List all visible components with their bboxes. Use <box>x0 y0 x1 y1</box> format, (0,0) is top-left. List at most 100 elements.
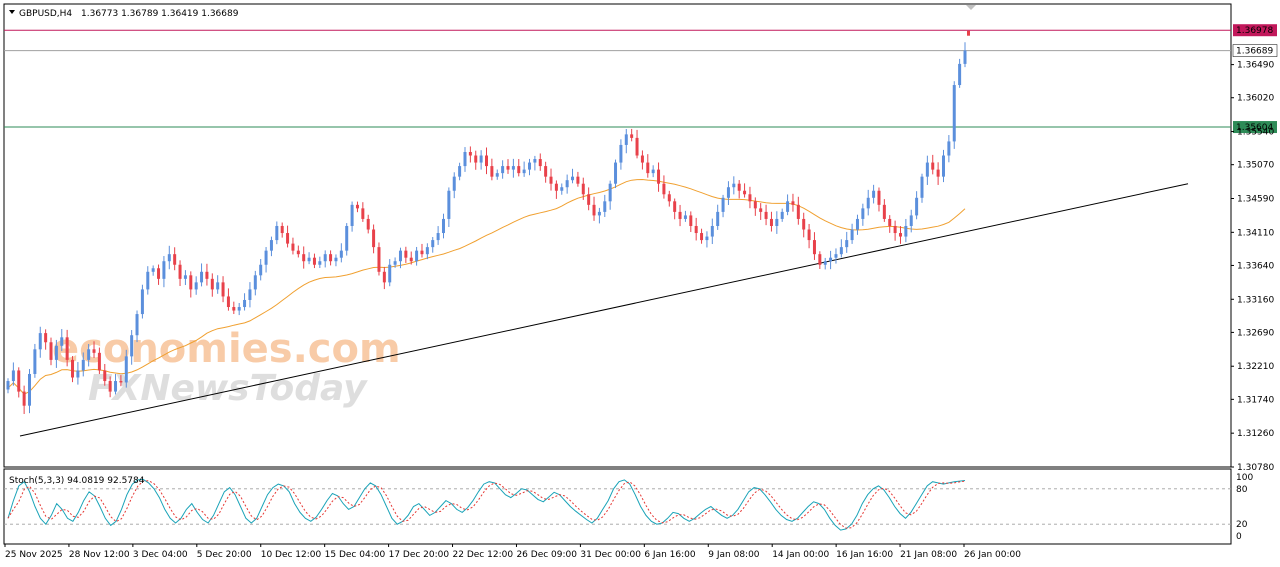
price-tick-label: 1.32690 <box>1237 328 1274 338</box>
time-tick-label: 14 Jan 00:00 <box>772 550 829 560</box>
candle-body <box>963 50 967 64</box>
candle-body <box>597 211 601 216</box>
candle-body <box>700 233 704 241</box>
candle-body <box>710 225 714 237</box>
price-label: 1.35604 <box>1236 123 1273 133</box>
candle-body <box>119 381 123 383</box>
candle-body <box>200 271 204 283</box>
candle-body <box>839 247 843 255</box>
candle-body <box>683 215 687 219</box>
stoch-signal-line <box>7 480 966 529</box>
stoch-tick-label: 0 <box>1236 532 1242 542</box>
candle-body <box>893 225 897 234</box>
stoch-level-label: 20 <box>1236 520 1248 530</box>
ohlc-label: 1.36773 1.36789 1.36419 1.36689 <box>81 9 239 19</box>
price-tick-label: 1.34590 <box>1237 195 1274 205</box>
candle-body <box>721 197 725 212</box>
candle-body <box>372 229 376 248</box>
candle-body <box>485 155 488 167</box>
candle-body <box>312 257 316 265</box>
candle-body <box>753 201 757 209</box>
candle-body <box>855 218 859 230</box>
candle-body <box>71 359 75 378</box>
price-tick-label: 1.32210 <box>1237 362 1274 372</box>
candle-body <box>22 391 26 406</box>
candle-body <box>350 204 354 226</box>
candle-body <box>345 225 349 251</box>
candle-body <box>904 225 908 237</box>
candle-body <box>210 278 214 290</box>
candle-body <box>635 137 639 156</box>
candle-body <box>877 190 881 205</box>
candle-body <box>216 282 220 290</box>
candle-body <box>286 233 290 244</box>
candle-body <box>436 233 440 241</box>
stochastic: 80 20 100 0 <box>4 473 1253 542</box>
candle-body <box>302 254 306 262</box>
candle-body <box>603 201 607 212</box>
candle-body <box>167 254 171 262</box>
candle-body <box>6 381 10 390</box>
candle-body <box>54 345 58 360</box>
watermark: economies.com FXNewsToday <box>52 326 401 409</box>
scroll-marker-icon[interactable] <box>966 5 976 10</box>
candle-body <box>431 240 435 248</box>
candle-body <box>967 30 970 36</box>
candle-body <box>657 169 661 184</box>
stoch-tick-label: 100 <box>1236 473 1253 483</box>
candle-body <box>382 271 386 283</box>
candle-body <box>587 194 591 205</box>
candle-body <box>49 342 53 360</box>
candle-body <box>65 337 69 360</box>
candle-body <box>162 261 166 279</box>
candle-body <box>533 159 537 163</box>
candle-body <box>221 282 225 297</box>
candle-body <box>173 254 177 265</box>
candle-body <box>307 257 311 262</box>
candle-body <box>452 176 456 191</box>
candle-body <box>11 370 15 382</box>
candle-body <box>237 307 241 311</box>
candle-body <box>318 261 322 265</box>
candle-body <box>726 187 730 198</box>
candle-body <box>87 349 91 360</box>
candle-body <box>425 247 429 255</box>
chevron-down-icon[interactable] <box>9 10 15 14</box>
time-tick-label: 17 Dec 20:00 <box>389 550 450 560</box>
candle-body <box>576 176 580 184</box>
candle-body <box>882 204 886 219</box>
candle-body <box>33 349 37 374</box>
stoch-main-line <box>7 478 966 531</box>
price-tick-label: 1.33640 <box>1237 261 1274 271</box>
candle-body <box>796 204 800 219</box>
candle-body <box>834 254 838 258</box>
candle-body <box>667 194 671 202</box>
candle-body <box>60 337 64 346</box>
candle-body <box>479 155 483 163</box>
price-label: 1.36689 <box>1236 47 1273 57</box>
candle-body <box>845 240 849 248</box>
candle-body <box>269 240 273 251</box>
candle-body <box>76 370 80 378</box>
candle-body <box>393 261 397 265</box>
candle-body <box>775 218 779 226</box>
candle-body <box>28 373 32 406</box>
candle-body <box>662 183 666 195</box>
time-tick-label: 21 Jan 08:00 <box>900 550 957 560</box>
candle-body <box>769 218 773 226</box>
price-tick-label: 1.31740 <box>1237 395 1274 405</box>
candle-body <box>334 257 338 262</box>
candle-body <box>909 215 913 226</box>
candle-body <box>549 176 553 184</box>
candle-body <box>280 225 284 234</box>
candle-body <box>264 250 268 265</box>
candle-body <box>205 271 209 279</box>
candle-body <box>829 257 833 262</box>
candle-body <box>624 134 628 145</box>
candle-body <box>743 190 747 195</box>
candle-body <box>920 176 924 198</box>
candle-body <box>823 261 827 265</box>
candle-body <box>614 162 618 184</box>
price-label-box <box>1233 24 1277 37</box>
time-tick-label: 3 Dec 04:00 <box>133 550 188 560</box>
